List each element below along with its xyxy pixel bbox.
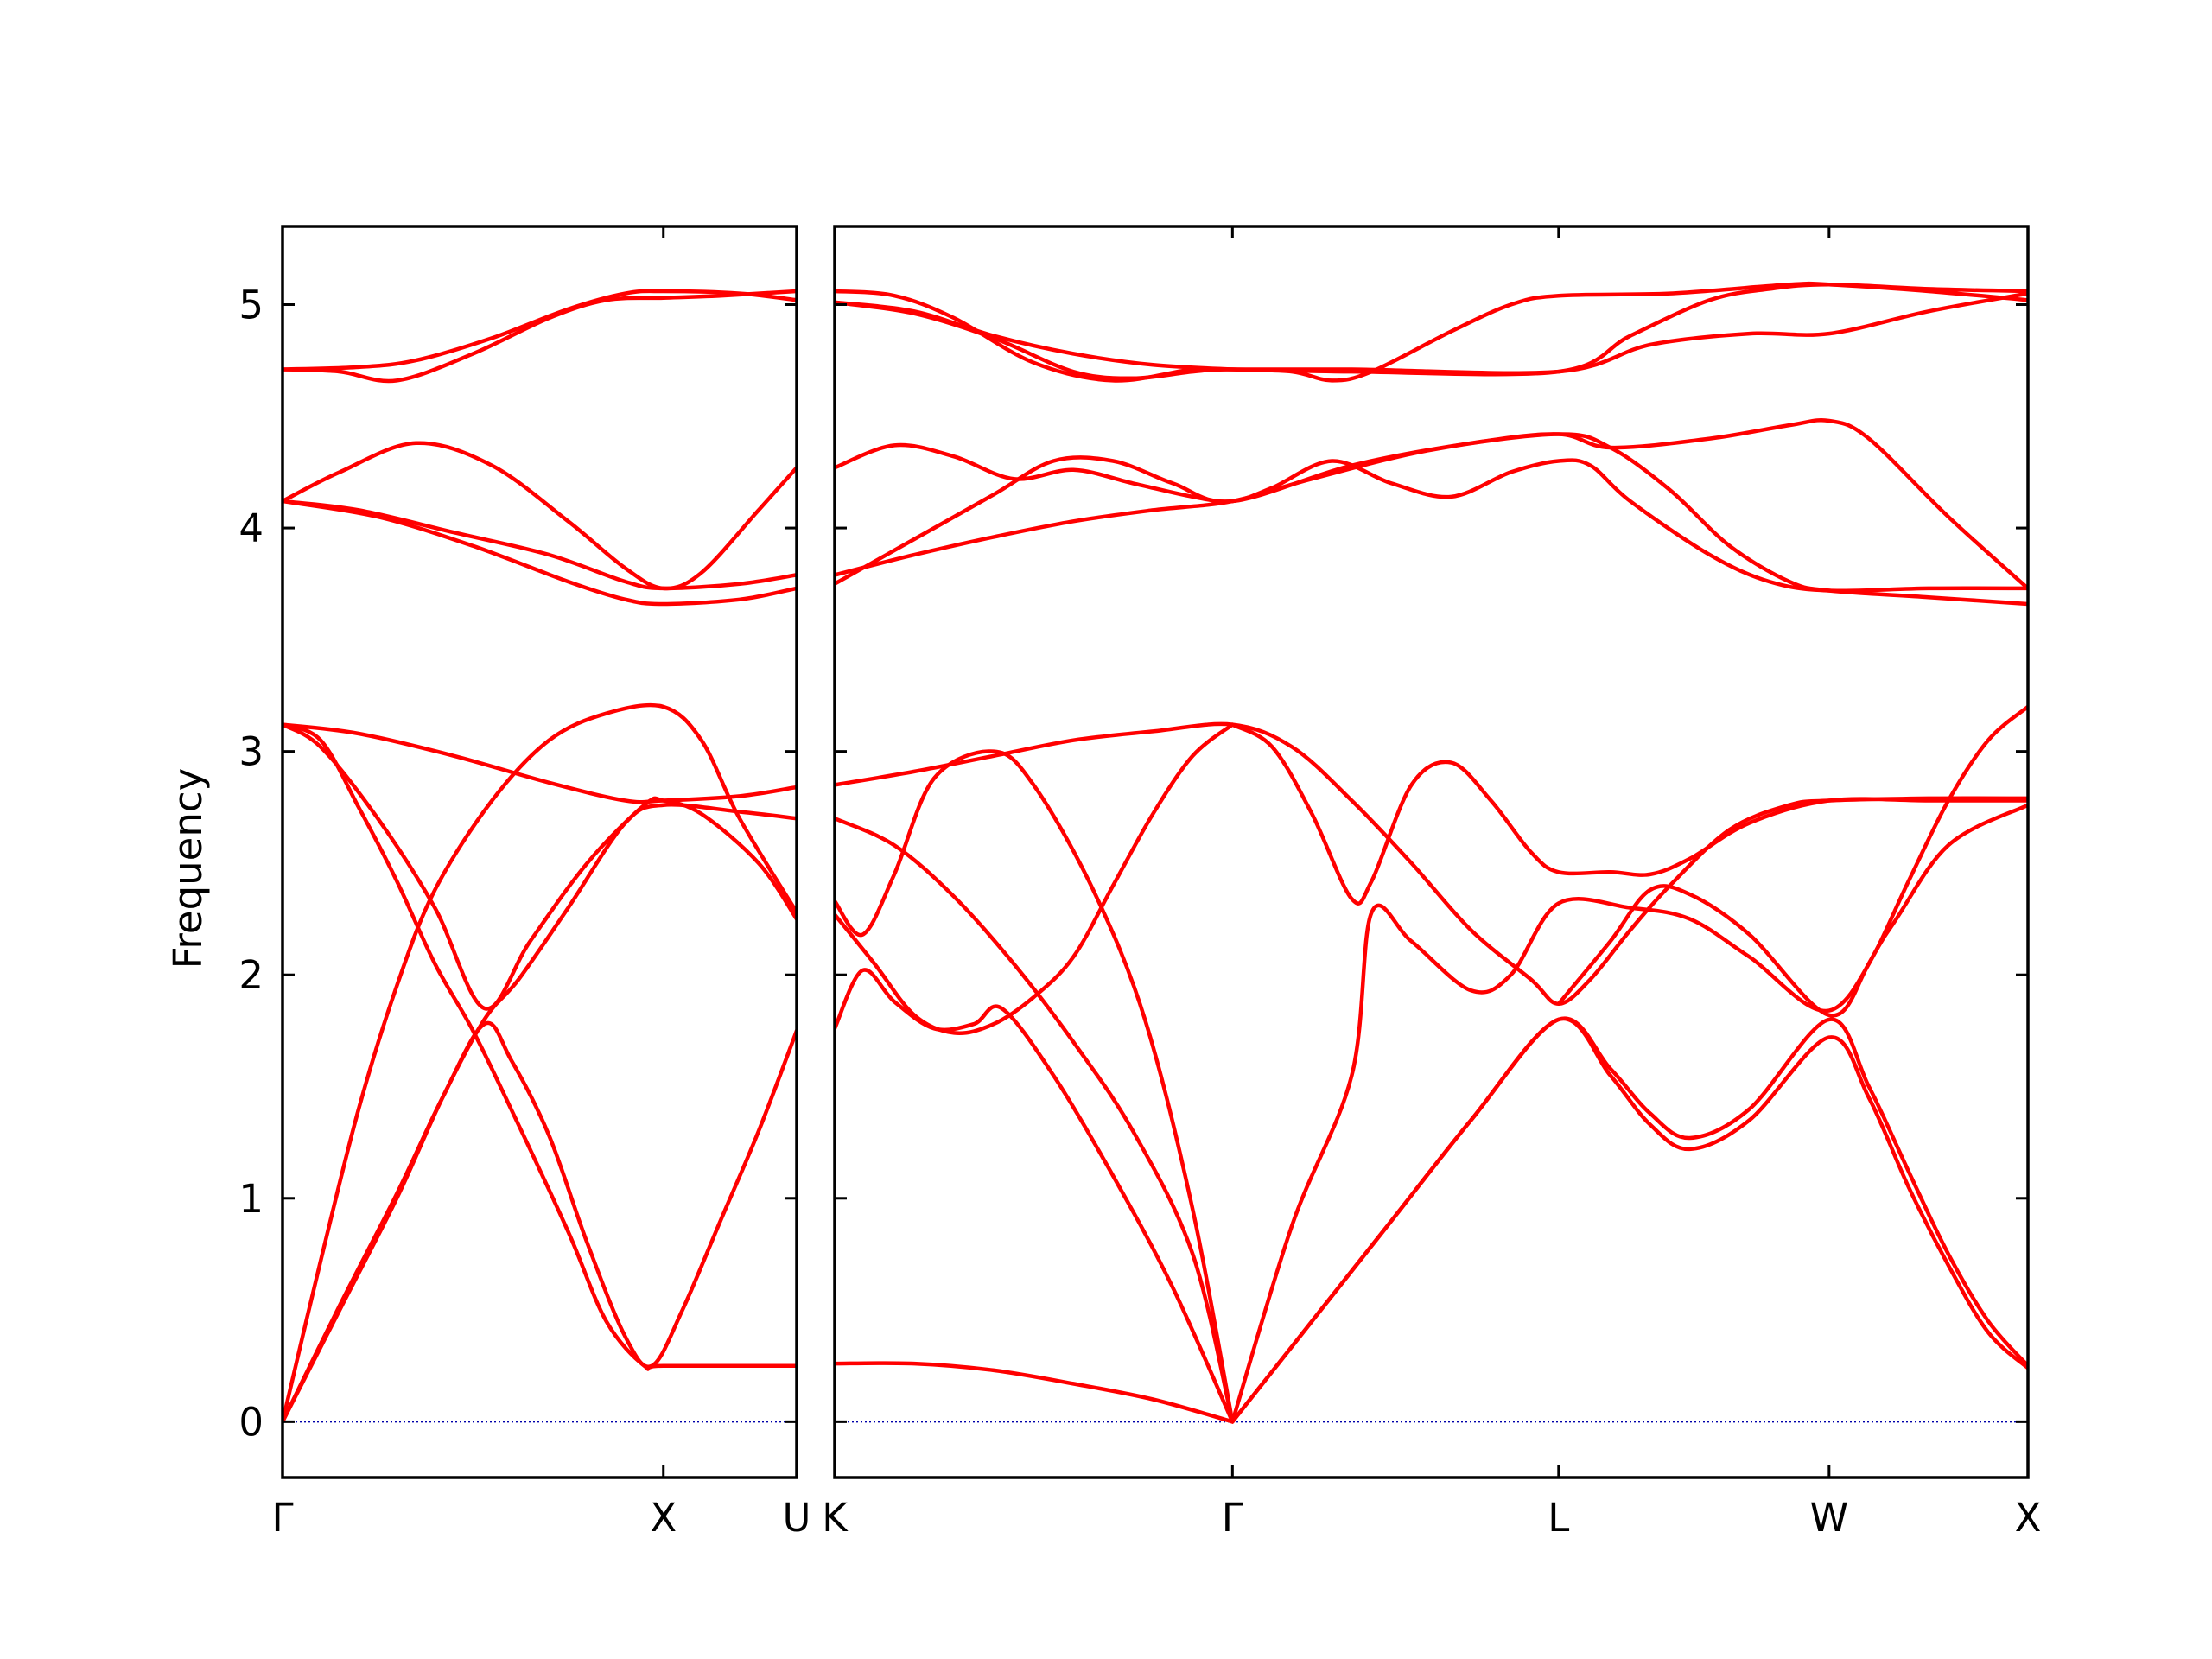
axes-frame: [281, 225, 798, 1479]
y-tick-label: 0: [238, 1399, 264, 1445]
band-line-6: [283, 722, 797, 804]
band-line-2: [835, 281, 2028, 383]
y-tick-label: 4: [238, 505, 264, 551]
band-line-7: [283, 722, 797, 1011]
x-tick-label: Γ: [271, 1495, 293, 1541]
band-line-10: [835, 722, 1235, 1036]
y-tick-label: 1: [238, 1176, 264, 1222]
band-line-5: [835, 417, 2028, 591]
band-line-16: [1230, 1016, 2028, 1424]
x-tick-label: W: [1810, 1495, 1849, 1541]
band-line-9: [283, 702, 797, 1424]
band-line-10: [283, 1020, 797, 1424]
band-line-8: [835, 816, 1235, 1424]
x-tick-label: K: [822, 1495, 849, 1541]
band-line-11: [835, 968, 1235, 1424]
plot-panels: 0 1 2 3 4 5 Γ X U K Γ L W X: [238, 225, 2042, 1541]
band-line-11: [283, 803, 797, 1424]
y-tick-label: 2: [238, 952, 264, 998]
x-tick-label: L: [1548, 1495, 1569, 1541]
band-line-17: [1556, 704, 2028, 1018]
band-line-5: [283, 499, 797, 591]
band-lines: [835, 281, 2028, 1424]
band-line-3: [283, 441, 797, 591]
band-line-3: [835, 291, 2028, 381]
x-tick-label: X: [2015, 1495, 2042, 1541]
band-line-14: [1230, 722, 2028, 906]
x-tick-label: U: [783, 1495, 811, 1541]
band-line-9: [835, 749, 1235, 1424]
y-tick-label: 3: [238, 729, 264, 775]
band-line-1: [835, 282, 2028, 383]
axes-frame: [833, 225, 2030, 1479]
band-line-4: [283, 499, 797, 607]
band-line-2: [283, 289, 797, 372]
x-tick-label: X: [650, 1495, 677, 1541]
y-tick-label: 5: [238, 283, 264, 328]
band-line-12: [835, 1361, 1235, 1424]
band-line-7: [835, 721, 2028, 1007]
band-lines: [283, 289, 797, 1424]
y-axis-label: Frequency: [165, 768, 211, 969]
band-line-4: [835, 442, 2028, 594]
x-tick-label: Γ: [1222, 1495, 1243, 1541]
band-line-6: [835, 432, 2028, 607]
panel-left: 0 1 2 3 4 5 Γ X U: [238, 225, 811, 1541]
